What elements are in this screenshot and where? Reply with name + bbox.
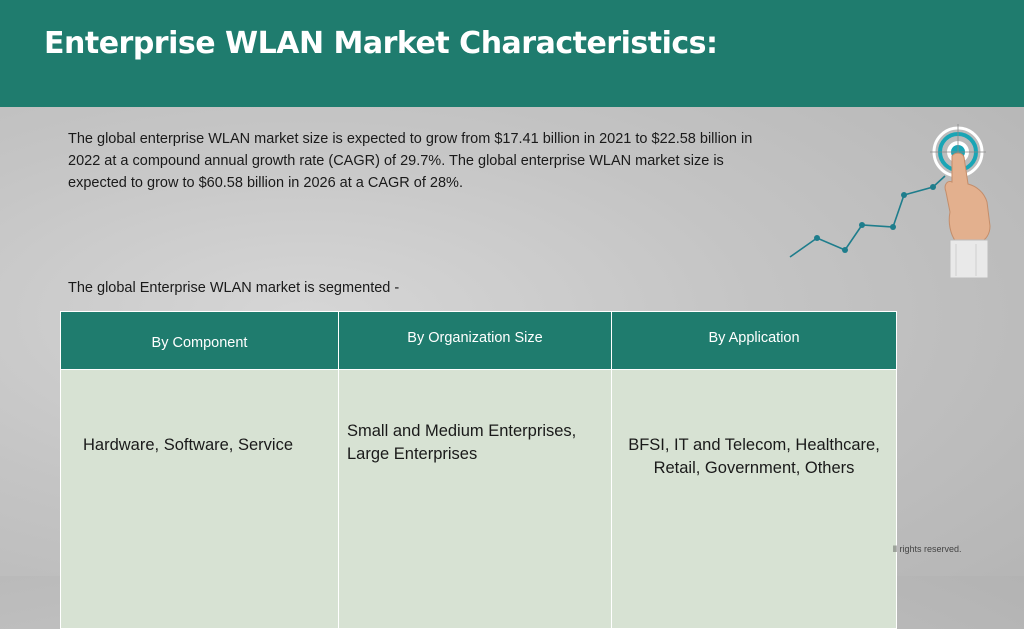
slide-title: Enterprise WLAN Market Characteristics:: [44, 26, 718, 61]
header-by-application: By Application: [611, 311, 897, 370]
cell-component-values: Hardware, Software, Service: [60, 369, 339, 629]
segmentation-table: By Component By Organization Size By App…: [60, 311, 897, 629]
header-by-component: By Component: [60, 311, 339, 370]
copyright-footer: ll rights reserved.: [893, 544, 962, 554]
title-bar: Enterprise WLAN Market Characteristics:: [0, 0, 1024, 107]
segmentation-label: The global Enterprise WLAN market is seg…: [68, 280, 400, 296]
cell-application-values: BFSI, IT and Telecom, Healthcare, Retail…: [611, 369, 897, 629]
growth-target-icon: [780, 122, 1000, 287]
header-by-organization-size: By Organization Size: [338, 311, 612, 370]
table-header-row: By Component By Organization Size By App…: [60, 311, 897, 370]
cell-organization-size-values: Small and Medium Enterprises, Large Ente…: [338, 369, 612, 629]
intro-paragraph: The global enterprise WLAN market size i…: [68, 131, 753, 191]
table-row: Hardware, Software, Service Small and Me…: [60, 369, 897, 629]
